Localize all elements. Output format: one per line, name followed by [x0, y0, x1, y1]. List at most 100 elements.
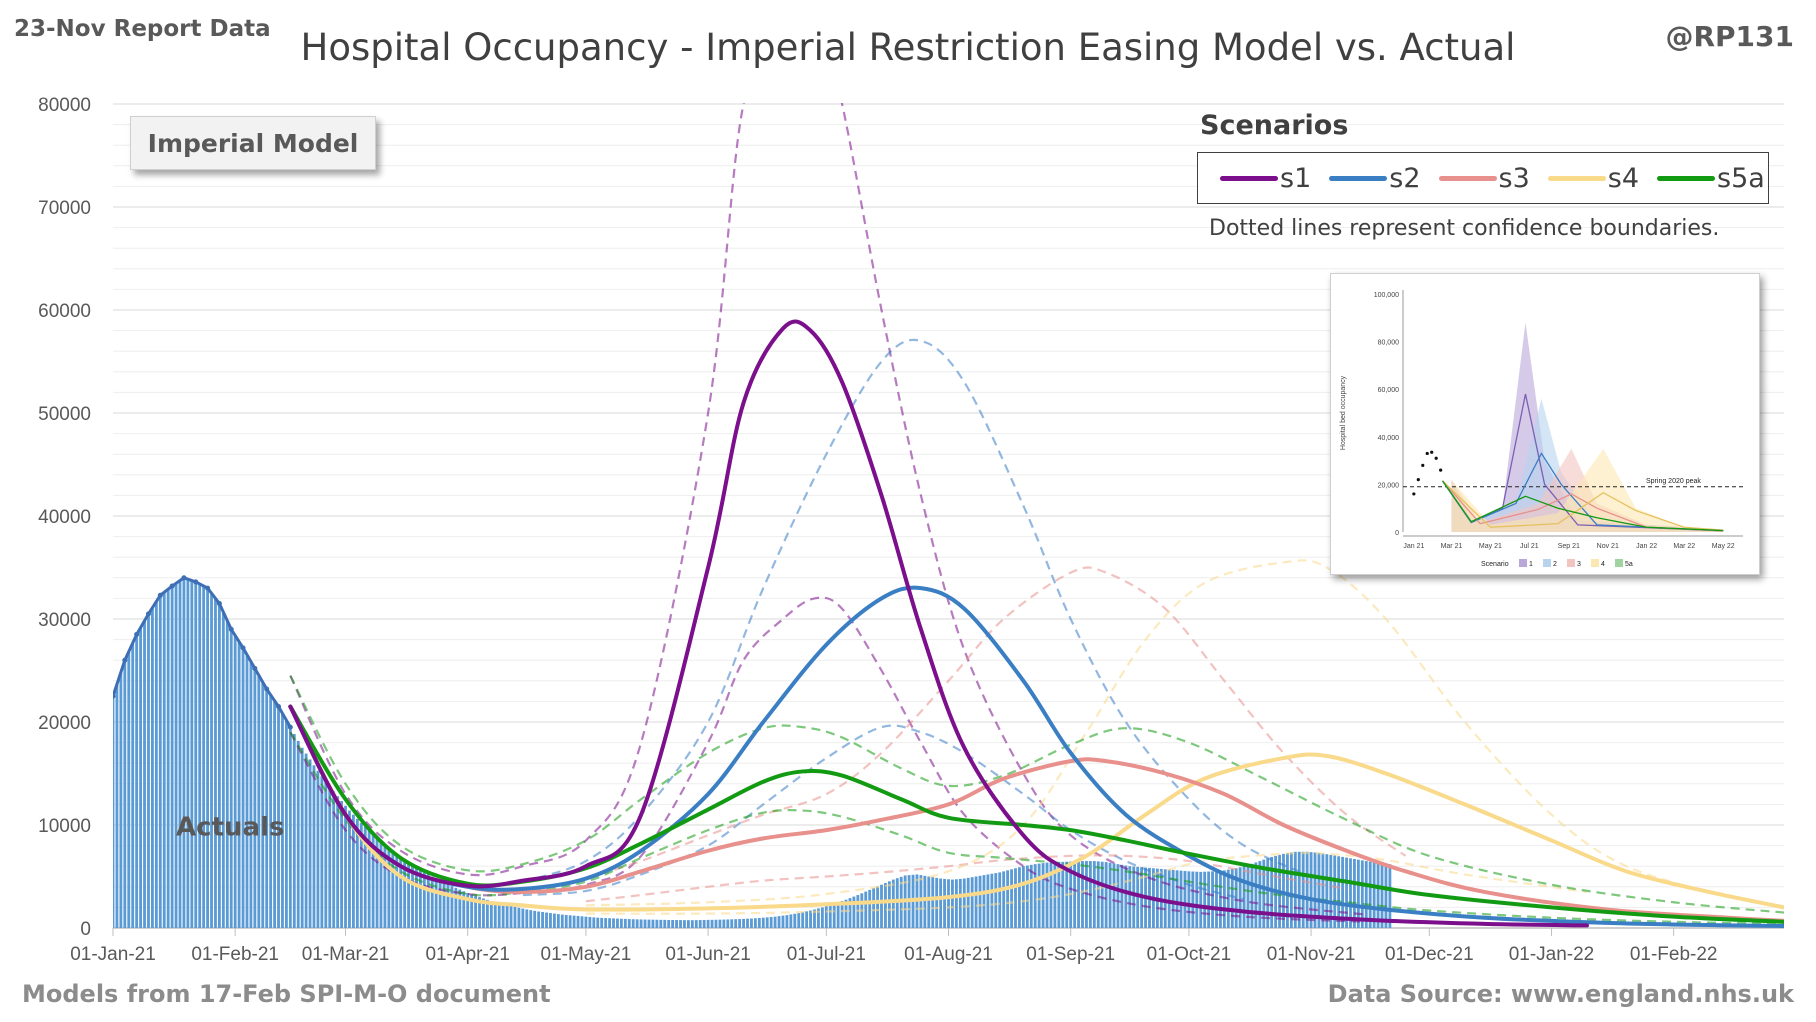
actual-bar — [789, 914, 793, 928]
actual-bar — [1384, 863, 1388, 928]
actual-bar — [1033, 864, 1037, 928]
actual-point — [228, 626, 234, 632]
actual-bar — [403, 859, 407, 928]
actual-bar — [182, 577, 186, 928]
actual-bar — [1388, 864, 1392, 928]
series-s4-upper-bound — [585, 559, 1730, 907]
y-tick-label: 80000 — [38, 95, 91, 116]
actual-bar — [876, 886, 879, 928]
actual-bar — [312, 765, 316, 928]
actual-bar — [588, 917, 592, 928]
series-s2-lower-bound — [522, 724, 1245, 901]
actual-bar — [147, 613, 150, 928]
actual-bar — [241, 647, 245, 928]
actual-point — [193, 579, 199, 585]
inset-actual-point — [1412, 492, 1416, 496]
actual-bar — [1077, 861, 1080, 928]
actual-bar — [1349, 858, 1352, 928]
inset-original-chart: 0 20,000 40,000 60,000 80,000 100,000 Jan 21 Ma… — [1330, 273, 1760, 575]
actual-bar — [304, 753, 308, 928]
actual-bar — [1092, 861, 1096, 928]
actual-bar — [1333, 855, 1337, 928]
actual-bar — [552, 913, 556, 928]
actual-point — [264, 686, 270, 692]
actual-bar — [1341, 856, 1345, 928]
actual-bar — [639, 919, 643, 928]
series-s3-upper-bound — [585, 566, 1407, 880]
actual-bar — [1211, 871, 1214, 928]
actual-bar — [127, 651, 131, 928]
series-s5a-lower-bound — [289, 731, 1784, 925]
inset-actual-point — [1430, 450, 1434, 454]
actual-bar — [1171, 869, 1175, 928]
actual-bar — [391, 850, 395, 928]
actual-bar — [1250, 863, 1254, 928]
actual-bar — [943, 878, 946, 928]
actual-bar — [1128, 866, 1132, 928]
actual-bar — [844, 899, 848, 928]
actual-bar — [706, 919, 710, 928]
inset-legend-swatch — [1543, 559, 1551, 567]
actual-bar — [1313, 852, 1317, 928]
actual-bar — [537, 911, 541, 928]
actual-bar — [1289, 852, 1293, 928]
inset-x-tick: Mar 21 — [1441, 543, 1463, 550]
actual-bar — [919, 875, 923, 928]
actual-bar — [852, 896, 856, 928]
actual-bar — [379, 841, 383, 928]
actual-bar — [592, 917, 596, 928]
actual-bar — [434, 878, 438, 928]
actual-bar — [1053, 862, 1057, 928]
inset-x-tick: Sep 21 — [1558, 543, 1580, 550]
actual-bar — [694, 920, 698, 928]
inset-scenario-line-4 — [1442, 480, 1724, 531]
x-tick-label: 01-Jul-21 — [787, 944, 866, 965]
actual-bar — [1222, 870, 1226, 928]
author-handle: @RP131 — [1665, 20, 1794, 53]
actual-bar — [982, 875, 986, 928]
actual-bar — [651, 919, 655, 928]
actual-bar — [395, 853, 399, 928]
x-tick-label: 01-Feb-22 — [1630, 944, 1718, 965]
actual-bar — [154, 601, 158, 928]
actual-point — [134, 631, 140, 637]
inset-actual-point — [1425, 451, 1429, 456]
actual-bar — [939, 878, 943, 928]
actual-bar — [308, 759, 312, 928]
actual-bar — [501, 904, 505, 928]
actual-bar — [1018, 867, 1021, 928]
series-s4-lower-bound — [585, 851, 1588, 915]
actual-bar — [970, 877, 974, 928]
actuals-line — [113, 576, 292, 728]
actual-bar — [194, 581, 198, 928]
actual-bar — [935, 877, 939, 928]
legend-item-s3: s3 — [1438, 163, 1530, 194]
actual-bar — [174, 583, 178, 928]
actual-bar — [1353, 858, 1356, 928]
actual-bar — [600, 917, 604, 928]
actual-bar — [612, 918, 615, 928]
series-s1-lower-bound — [289, 596, 1367, 923]
actual-bar — [265, 689, 269, 928]
actual-bar — [738, 919, 742, 928]
actual-bar — [931, 877, 935, 928]
actual-bar — [757, 917, 761, 928]
actual-bar — [777, 916, 781, 928]
actual-point — [205, 585, 211, 591]
actual-bar — [880, 884, 883, 928]
actual-bar — [722, 919, 726, 928]
actual-bar — [631, 919, 635, 928]
actual-bar — [951, 879, 954, 928]
legend-label: s4 — [1607, 162, 1639, 194]
actual-bar — [663, 919, 667, 928]
inset-legend-swatch — [1519, 559, 1527, 567]
actual-bar — [170, 586, 174, 928]
actual-bar — [284, 720, 288, 928]
actual-point — [145, 611, 151, 617]
actual-bar — [1238, 867, 1242, 928]
actual-bar — [820, 907, 824, 928]
actual-bar — [643, 919, 647, 928]
actual-bar — [1376, 863, 1380, 928]
actual-bar — [123, 660, 127, 928]
x-tick-label: 01-Jun-21 — [665, 944, 751, 965]
